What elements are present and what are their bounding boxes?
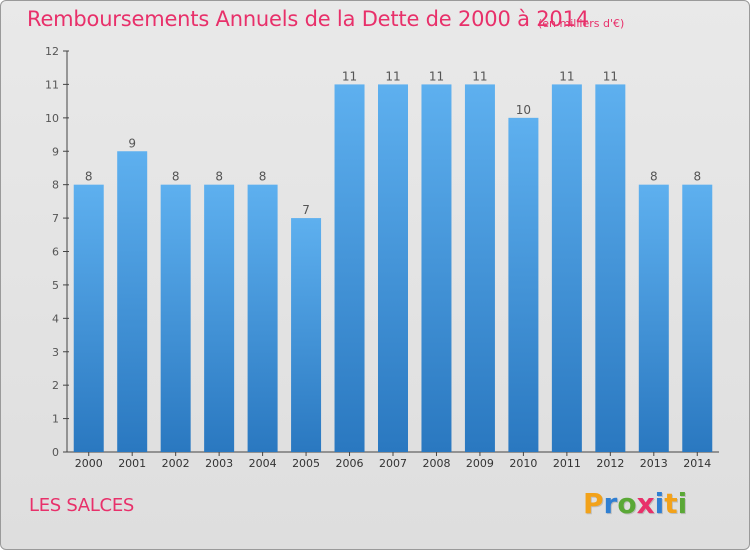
data-label: 11 bbox=[429, 69, 444, 83]
x-tick-label: 2005 bbox=[292, 457, 320, 470]
bar-2012 bbox=[595, 84, 626, 453]
bar-2007 bbox=[378, 84, 408, 453]
data-label: 8 bbox=[85, 170, 93, 184]
logo-letter: i bbox=[677, 487, 688, 520]
y-tick-label: 1 bbox=[52, 413, 59, 426]
data-label: 9 bbox=[128, 136, 136, 150]
data-label: 7 bbox=[302, 203, 310, 217]
y-tick-label: 7 bbox=[52, 212, 59, 225]
bar-2001 bbox=[117, 151, 148, 452]
bar-2008 bbox=[421, 84, 452, 453]
x-tick-label: 2000 bbox=[75, 457, 103, 470]
x-tick-label: 2013 bbox=[640, 457, 668, 470]
y-tick-label: 3 bbox=[52, 346, 59, 359]
x-tick-label: 2006 bbox=[336, 457, 364, 470]
x-tick-label: 2004 bbox=[249, 457, 277, 470]
y-tick-label: 6 bbox=[52, 246, 59, 259]
data-label: 8 bbox=[259, 170, 267, 184]
bar-2013 bbox=[638, 184, 669, 452]
bar-2000 bbox=[73, 184, 104, 452]
data-label: 8 bbox=[215, 170, 223, 184]
bar-2014 bbox=[682, 184, 713, 452]
y-tick-label: 9 bbox=[52, 145, 59, 158]
x-tick-label: 2010 bbox=[509, 457, 537, 470]
bar-2003 bbox=[204, 184, 235, 452]
x-tick-label: 2011 bbox=[553, 457, 581, 470]
x-tick-label: 2001 bbox=[118, 457, 146, 470]
data-label: 10 bbox=[516, 103, 531, 117]
y-tick-label: 2 bbox=[52, 379, 59, 392]
data-label: 11 bbox=[559, 69, 574, 83]
logo-letter: r bbox=[603, 487, 618, 520]
x-tick-label: 2003 bbox=[205, 457, 233, 470]
x-tick-label: 2014 bbox=[683, 457, 711, 470]
data-label: 8 bbox=[650, 170, 658, 184]
data-label: 11 bbox=[385, 69, 400, 83]
bar-2010 bbox=[508, 117, 539, 452]
x-tick-label: 2002 bbox=[162, 457, 190, 470]
x-tick-label: 2012 bbox=[596, 457, 624, 470]
bar-2006 bbox=[334, 84, 365, 453]
y-tick-label: 10 bbox=[45, 112, 59, 125]
bar-2011 bbox=[551, 84, 582, 453]
bar-2004 bbox=[247, 184, 278, 452]
logo-letter: t bbox=[664, 487, 678, 520]
data-label: 8 bbox=[172, 170, 180, 184]
logo-letter: i bbox=[654, 487, 665, 520]
bar-2009 bbox=[464, 84, 495, 453]
x-tick-label: 2008 bbox=[422, 457, 450, 470]
data-label: 11 bbox=[603, 69, 618, 83]
commune-name: LES SALCES bbox=[29, 495, 135, 516]
proxiti-logo[interactable]: Proxiti bbox=[583, 487, 687, 520]
y-tick-label: 0 bbox=[52, 446, 59, 459]
data-label: 11 bbox=[342, 69, 357, 83]
logo-letter: P bbox=[583, 487, 604, 520]
y-tick-label: 11 bbox=[45, 78, 59, 91]
x-tick-label: 2009 bbox=[466, 457, 494, 470]
y-tick-label: 5 bbox=[52, 279, 59, 292]
y-tick-label: 12 bbox=[45, 45, 59, 58]
logo-letter: o bbox=[617, 487, 637, 520]
bar-2002 bbox=[160, 184, 191, 452]
x-tick-label: 2007 bbox=[379, 457, 407, 470]
data-label: 11 bbox=[472, 69, 487, 83]
chart-unit: (en milliers d'€) bbox=[538, 17, 625, 30]
y-tick-label: 4 bbox=[52, 312, 59, 325]
bar-2005 bbox=[291, 218, 322, 452]
data-label: 8 bbox=[693, 170, 701, 184]
logo-letter: x bbox=[636, 487, 655, 520]
chart-title: Remboursements Annuels de la Dette de 20… bbox=[27, 7, 589, 31]
y-tick-label: 8 bbox=[52, 179, 59, 192]
